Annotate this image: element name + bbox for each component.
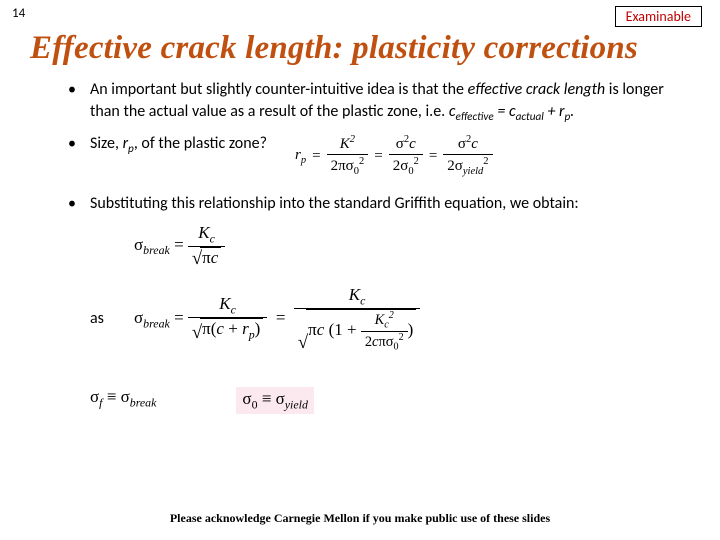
- sigma-break-eq-2: σbreak = Kc √π(c + rp) = Kc √πc (1 + Kc2…: [134, 285, 420, 353]
- def-sigma-0: σ0 ≡ σyield: [236, 387, 314, 414]
- bullet-1-a: An important but slightly counter-intuit…: [90, 80, 468, 99]
- definitions-row: σf ≡ σbreak σ0 ≡ σyield: [90, 387, 696, 414]
- sigma-break-eq-1: σbreak = Kc √πc: [134, 223, 225, 269]
- footer-attribution: Please acknowledge Carnegie Mellon if yo…: [0, 511, 720, 526]
- eq-row-2: as σbreak = Kc √π(c + rp) = Kc √πc (1 + …: [90, 285, 696, 353]
- bullet-1: An important but slightly counter-intuit…: [64, 79, 696, 125]
- rp-equation: rp = K22πσ02 = σ2c2σ02 = σ2c2σyield2: [295, 133, 493, 179]
- eq-row-1: σbreak = Kc √πc: [90, 223, 696, 269]
- slide-title: Effective crack length: plasticity corre…: [30, 30, 696, 67]
- bullet-list: An important but slightly counter-intuit…: [64, 79, 696, 215]
- examinable-badge: Examinable: [615, 6, 702, 27]
- slide: 14 Examinable Effective crack length: pl…: [0, 0, 720, 540]
- bullet-3: Substituting this relationship into the …: [64, 193, 696, 215]
- as-label: as: [90, 309, 110, 328]
- page-number: 14: [12, 6, 25, 21]
- bullet-2: Size, rp, of the plastic zone? rp = K22π…: [64, 133, 696, 179]
- bullet-2-text: Size, rp, of the plastic zone?: [90, 133, 267, 157]
- def-sigma-f: σf ≡ σbreak: [90, 387, 156, 414]
- bullet-1-em: effective crack length: [468, 80, 606, 99]
- bullet-1-eq: ceffective = cactual + rp.: [449, 102, 575, 121]
